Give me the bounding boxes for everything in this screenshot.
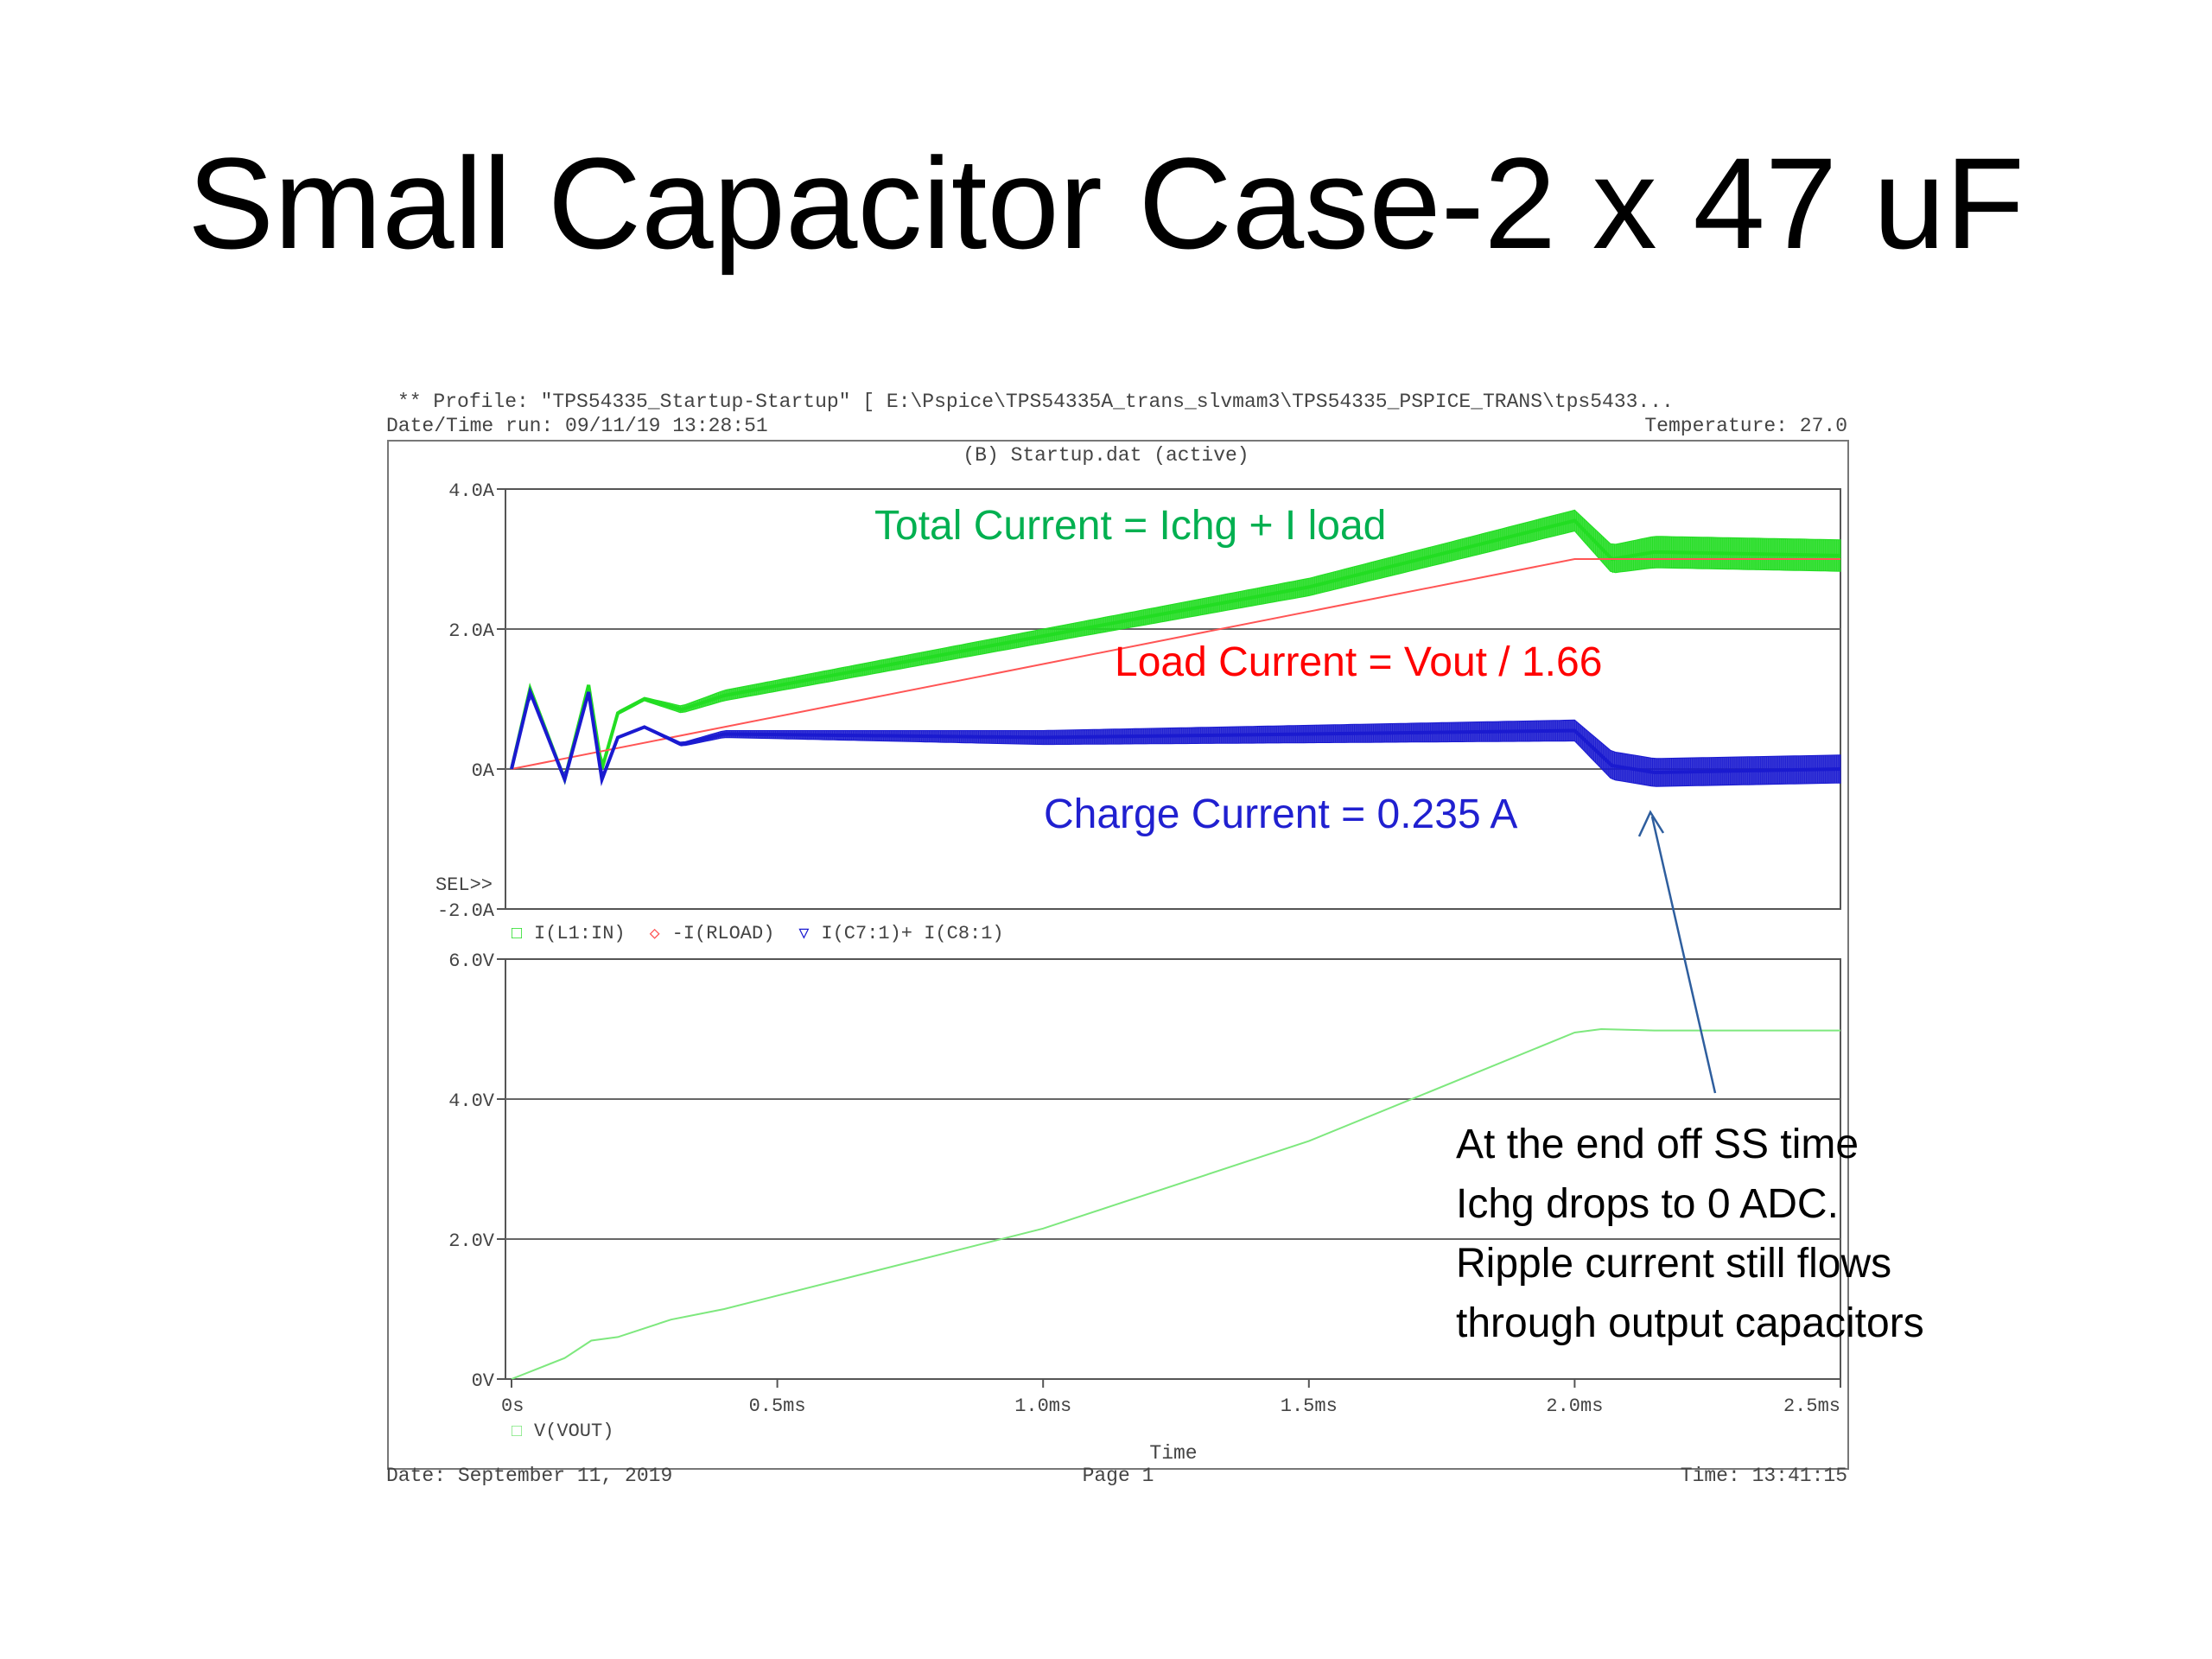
y-tick-label: 4.0A <box>448 480 495 502</box>
x-tick-label: 0.5ms <box>749 1395 806 1417</box>
series-line-i-c7-1-i-c8-1- <box>510 686 1841 786</box>
footer-page: Page 1 <box>1083 1465 1154 1487</box>
temperature: Temperature: 27.0 <box>1644 415 1847 437</box>
x-tick-label: 2.0ms <box>1546 1395 1603 1417</box>
note-line: through output capacitors <box>1456 1300 1924 1346</box>
series-ripple-hatch <box>602 720 1841 787</box>
series-line--i-rload- <box>511 558 1840 770</box>
total-current-annotation: Total Current = Ichg + I load <box>874 503 1386 549</box>
y-tick-label: 0A <box>472 760 495 782</box>
datetime-run: Date/Time run: 09/11/19 13:28:51 <box>386 415 768 437</box>
voltage-series-group <box>511 1027 1840 1380</box>
legend-marker: □ <box>512 1422 522 1442</box>
y-tick-label: -2.0A <box>437 900 495 922</box>
x-tick-label: 1.5ms <box>1281 1395 1338 1417</box>
voltage-y-ticks: 6.0V 4.0V 2.0V 0V <box>448 950 505 1392</box>
legend-marker: □ <box>512 925 522 944</box>
load-current-annotation: Load Current = Vout / 1.66 <box>1115 639 1602 685</box>
y-tick-label: 0V <box>472 1370 495 1392</box>
voltage-panel-frame <box>505 958 1841 1380</box>
plot-frame <box>387 440 1849 1470</box>
footer-date: Date: September 11, 2019 <box>386 1465 672 1487</box>
note-line: Ichg drops to 0 ADC. <box>1456 1181 1839 1227</box>
legend-marker: ▽ <box>798 925 809 944</box>
legend-entry: I(L1:IN) <box>534 923 626 944</box>
y-tick-label: 2.0V <box>448 1230 495 1252</box>
footer-time: Time: 13:41:15 <box>1681 1465 1847 1487</box>
profile-line: ** Profile: "TPS54335_Startup-Startup" [… <box>397 391 1674 413</box>
current-panel-frame <box>505 488 1841 910</box>
legend-entry: -I(RLOAD) <box>672 923 775 944</box>
voltage-legend: □ V(VOUT) <box>512 1421 613 1442</box>
legend-entry: I(C7:1)+ I(C8:1) <box>821 923 1003 944</box>
x-tick-label: 2.5ms <box>1783 1395 1840 1417</box>
charge-current-annotation: Charge Current = 0.235 A <box>1044 791 1517 837</box>
current-y-ticks: 4.0A 2.0A 0A -2.0A <box>437 480 505 922</box>
ss-time-note: At the end off SS time Ichg drops to 0 A… <box>1456 1115 2061 1353</box>
legend-entry: V(VOUT) <box>534 1421 613 1442</box>
x-tick-label: 1.0ms <box>1014 1395 1071 1417</box>
y-tick-label: 6.0V <box>448 950 495 972</box>
note-line: Ripple current still flows <box>1456 1241 1892 1287</box>
y-tick-label: 4.0V <box>448 1090 495 1112</box>
slide-title: Small Capacitor Case-2 x 47 uF <box>188 130 2024 276</box>
annotation-arrow <box>1650 816 1717 1094</box>
sel-marker: SEL>> <box>435 874 493 896</box>
x-tick-label: 0s <box>501 1395 524 1417</box>
legend-marker: ◇ <box>650 925 660 944</box>
y-tick-label: 2.0A <box>448 620 495 642</box>
voltage-panel-grid <box>505 1098 1840 1240</box>
x-ticks: 0s 0.5ms 1.0ms 1.5ms 2.0ms 2.5ms <box>501 1379 1841 1417</box>
annotation-arrowhead <box>1637 810 1665 837</box>
x-axis-label: Time <box>1149 1442 1197 1465</box>
current-series-group <box>510 509 1841 787</box>
series-line-v-vout- <box>511 1027 1840 1380</box>
note-line: At the end off SS time <box>1456 1122 1859 1167</box>
data-file-label: (B) Startup.dat (active) <box>963 444 1249 467</box>
current-legend: □ I(L1:IN) ◇ -I(RLOAD) ▽ I(C7:1)+ I(C8:1) <box>512 923 1004 944</box>
